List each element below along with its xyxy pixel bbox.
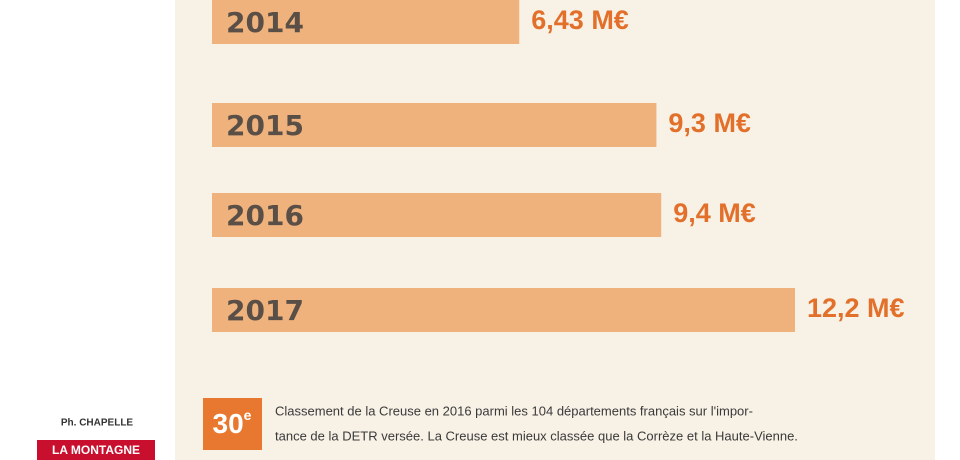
category-label: 2015	[226, 109, 304, 142]
value-label: 6,43 M€	[531, 5, 629, 35]
caption-line: Classement de la Creuse en 2016 parmi le…	[275, 403, 753, 418]
photo-credit: Ph. CHAPELLE	[61, 418, 134, 429]
category-label: 2014	[226, 6, 304, 39]
category-label: 2016	[226, 199, 304, 232]
rank-suffix: e	[244, 407, 252, 423]
bar	[212, 193, 662, 237]
bar	[212, 0, 520, 44]
category-label: 2017	[226, 294, 304, 327]
bar	[212, 288, 795, 332]
source: LA MONTAGNE	[52, 443, 140, 457]
rank: 30	[213, 408, 244, 439]
value-label: 9,3 M€	[668, 108, 751, 138]
rank-box	[203, 398, 262, 450]
bar	[212, 103, 657, 147]
caption-line: tance de la DETR versée. La Creuse est m…	[275, 428, 798, 443]
rank-text: 30e	[213, 407, 252, 440]
value-label: 12,2 M€	[807, 293, 905, 323]
value-label: 9,4 M€	[673, 198, 756, 228]
source-box	[37, 440, 155, 460]
